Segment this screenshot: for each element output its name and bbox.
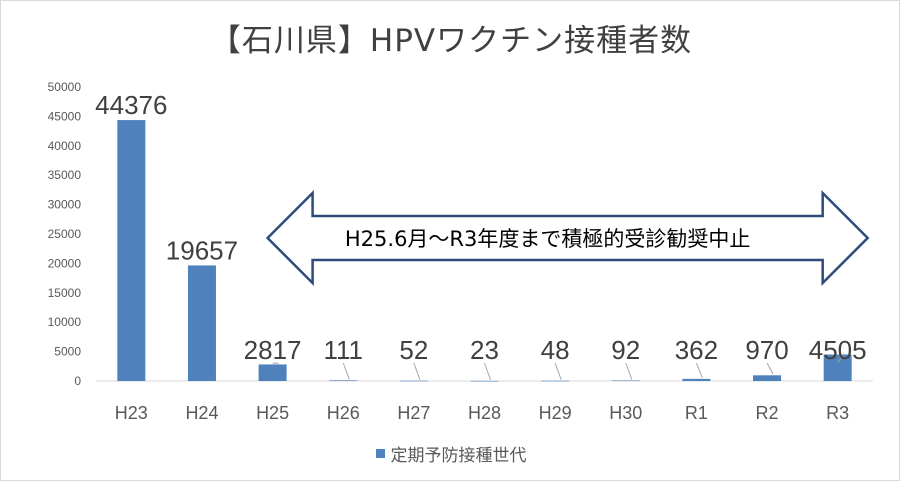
bar bbox=[329, 380, 357, 381]
x-tick-label: H23 bbox=[115, 403, 148, 423]
data-label: 970 bbox=[745, 335, 788, 365]
bar bbox=[259, 364, 287, 381]
bar bbox=[612, 380, 640, 381]
bar bbox=[541, 381, 569, 382]
legend-label: 定期予防接種世代 bbox=[391, 441, 527, 466]
y-tick-label: 10000 bbox=[48, 315, 82, 329]
x-tick-label: H25 bbox=[256, 403, 289, 423]
x-tick-label: R1 bbox=[685, 403, 708, 423]
data-label-leader bbox=[626, 363, 632, 379]
bar bbox=[117, 120, 145, 381]
x-tick-label: H27 bbox=[397, 403, 430, 423]
data-label: 4505 bbox=[809, 335, 867, 365]
data-label: 52 bbox=[399, 335, 428, 365]
x-tick-label: R2 bbox=[756, 403, 779, 423]
x-tick-label: H26 bbox=[327, 403, 360, 423]
data-label: 48 bbox=[541, 335, 570, 365]
y-tick-label: 20000 bbox=[48, 256, 82, 270]
y-tick-label: 50000 bbox=[48, 80, 82, 94]
annotation-text: H25.6月～R3年度まで積極的受診勧奨中止 bbox=[345, 227, 751, 251]
x-tick-label: H30 bbox=[609, 403, 642, 423]
data-label: 44376 bbox=[95, 90, 167, 120]
y-tick-label: 30000 bbox=[48, 198, 82, 212]
y-tick-label: 5000 bbox=[54, 345, 81, 359]
y-tick-label: 45000 bbox=[48, 109, 82, 123]
data-label-leader bbox=[485, 363, 491, 380]
y-tick-label: 25000 bbox=[48, 227, 82, 241]
bar bbox=[188, 265, 216, 381]
y-tick-label: 0 bbox=[74, 374, 81, 388]
data-label: 111 bbox=[323, 335, 363, 365]
data-label: 92 bbox=[611, 335, 640, 365]
data-label-leader bbox=[555, 363, 561, 380]
y-tick-label: 35000 bbox=[48, 168, 82, 182]
legend-swatch bbox=[376, 449, 385, 458]
data-label-leader bbox=[696, 363, 702, 378]
legend: 定期予防接種世代 bbox=[1, 441, 900, 466]
x-tick-label: H28 bbox=[468, 403, 501, 423]
data-label: 19657 bbox=[166, 235, 238, 265]
x-tick-label: H24 bbox=[185, 403, 218, 423]
data-label: 362 bbox=[675, 335, 718, 365]
data-label: 23 bbox=[470, 335, 499, 365]
x-tick-label: H29 bbox=[539, 403, 572, 423]
bar bbox=[400, 381, 428, 382]
bar bbox=[471, 381, 499, 382]
data-label-leader bbox=[343, 363, 349, 379]
x-tick-label: R3 bbox=[826, 403, 849, 423]
y-tick-label: 15000 bbox=[48, 286, 82, 300]
bar bbox=[753, 375, 781, 381]
bar bbox=[682, 379, 710, 381]
data-label-leader bbox=[414, 363, 420, 380]
data-label: 2817 bbox=[244, 335, 302, 365]
y-tick-label: 40000 bbox=[48, 139, 82, 153]
